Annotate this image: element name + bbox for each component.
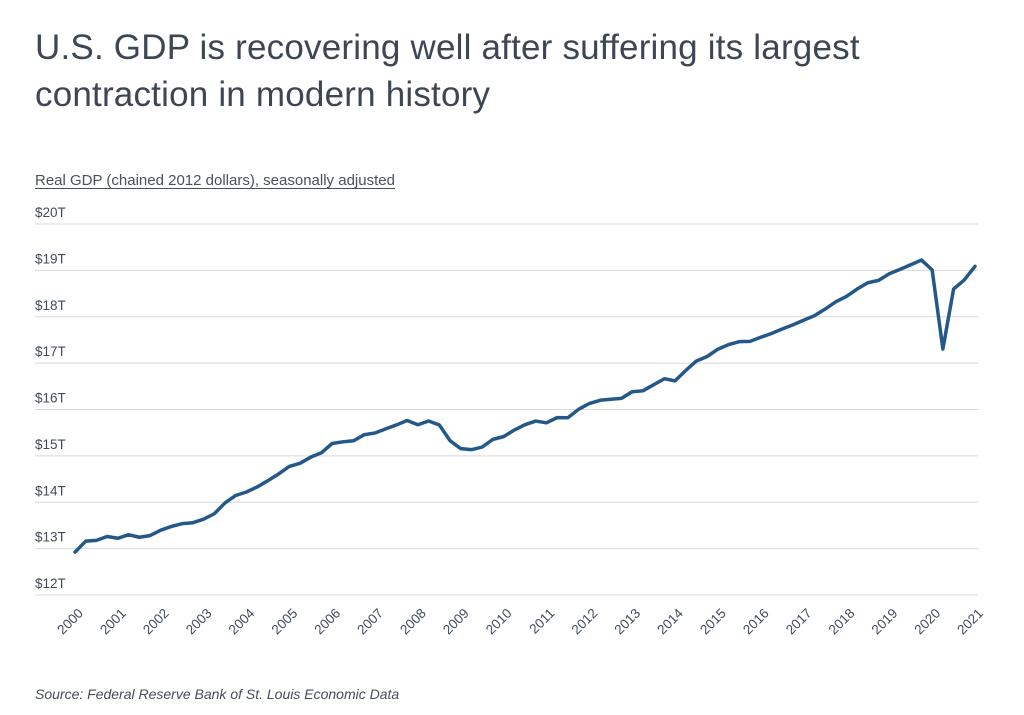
x-axis-tick-label: 2013 — [611, 606, 643, 638]
y-axis-tick-label: $19T — [35, 251, 66, 266]
source-note: Source: Federal Reserve Bank of St. Loui… — [35, 686, 400, 702]
y-axis-tick-label: $18T — [35, 298, 66, 313]
y-axis-tick-label: $13T — [35, 530, 66, 545]
y-axis-tick-label: $16T — [35, 391, 66, 406]
x-axis-tick-label: 2016 — [740, 606, 772, 638]
chart-title-line-1: U.S. GDP is recovering well after suffer… — [35, 28, 860, 67]
x-axis-tick-label: 2003 — [183, 606, 215, 638]
x-axis-tick-label: 2008 — [397, 606, 429, 638]
y-axis-tick-label: $14T — [35, 483, 66, 498]
chart-title: U.S. GDP is recovering well after suffer… — [35, 24, 995, 118]
x-axis-tick-label: 2018 — [826, 606, 858, 638]
x-axis-tick-label: 2005 — [269, 606, 301, 638]
x-axis-tick-label: 2017 — [783, 606, 815, 638]
x-axis-tick-label: 2015 — [697, 606, 729, 638]
x-axis-tick-label: 2004 — [226, 605, 258, 637]
x-axis-tick-label: 2007 — [354, 606, 386, 638]
x-axis-tick-label: 2012 — [569, 606, 601, 638]
chart-subtitle: Real GDP (chained 2012 dollars), seasona… — [35, 172, 395, 189]
x-axis-tick-label: 2011 — [526, 606, 557, 637]
x-axis-tick-label: 2000 — [54, 606, 86, 638]
x-axis-tick-label: 2020 — [911, 606, 943, 638]
x-axis-tick-label: 2009 — [440, 606, 472, 638]
y-axis-tick-label: $20T — [35, 205, 66, 220]
y-axis-tick-label: $12T — [35, 576, 66, 591]
x-axis-tick-label: 2010 — [483, 606, 515, 638]
x-axis-tick-label: 2002 — [140, 606, 172, 638]
y-axis-tick-label: $17T — [35, 344, 66, 359]
gdp-line-series — [73, 258, 977, 554]
x-axis-tick-label: 2019 — [869, 606, 901, 638]
x-axis-tick-label: 2001 — [97, 606, 129, 638]
y-axis-tick-label: $15T — [35, 437, 66, 452]
chart-title-line-2: contraction in modern history — [35, 75, 491, 114]
x-axis-tick-label: 2021 — [954, 606, 986, 638]
x-axis-tick-label: 2014 — [654, 605, 686, 637]
x-axis-tick-label: 2006 — [311, 606, 343, 638]
